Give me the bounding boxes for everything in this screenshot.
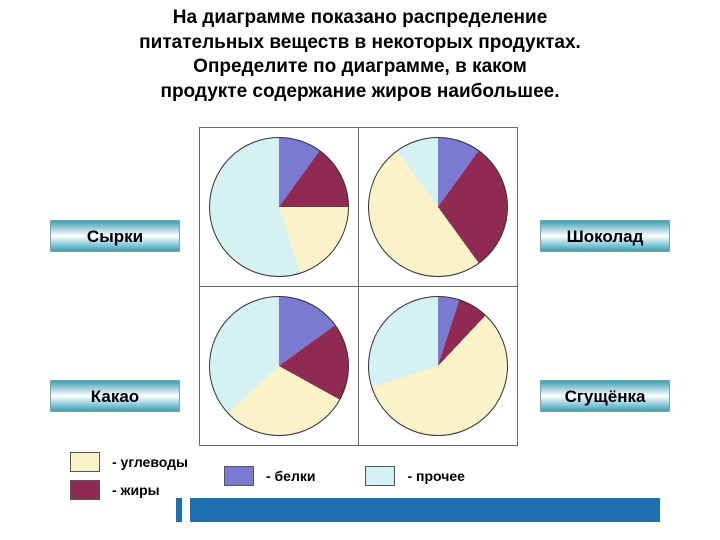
pie-chart [209, 296, 349, 436]
legend: - углеводы - жиры - белки - прочее [70, 452, 501, 500]
pie-cell-top-left [199, 127, 359, 287]
swatch-other [365, 466, 395, 486]
product-label-bottom-left: Какао [50, 380, 180, 412]
pie-cell-bottom-right [358, 286, 518, 446]
footer-bar [190, 498, 660, 522]
legend-item-carbs: - углеводы [70, 452, 188, 472]
swatch-carbs [70, 452, 100, 472]
pie-grid [200, 128, 520, 446]
pie-chart [368, 137, 508, 277]
title-line: На диаграмме показано распределение [40, 6, 680, 31]
page-title: На диаграмме показано распределение пита… [0, 0, 720, 105]
product-label-bottom-right: Сгущёнка [540, 380, 670, 412]
legend-label: - прочее [407, 468, 464, 484]
pie-cell-top-right [358, 127, 518, 287]
legend-item-protein: - белки [224, 466, 316, 486]
product-label-top-right: Шоколад [540, 220, 670, 252]
title-line: питательных веществ в некоторых продукта… [40, 31, 680, 56]
pie-chart [209, 137, 349, 277]
legend-item-fat: - жиры [70, 480, 188, 500]
pie-chart [368, 296, 508, 436]
pie-cell-bottom-left [199, 286, 359, 446]
legend-label: - белки [266, 468, 316, 484]
legend-label: - углеводы [112, 454, 188, 470]
title-line: продукте содержание жиров наибольшее. [40, 80, 680, 105]
swatch-protein [224, 466, 254, 486]
title-line: Определите по диаграмме, в каком [40, 55, 680, 80]
legend-label: - жиры [112, 482, 160, 498]
swatch-fat [70, 480, 100, 500]
legend-item-other: - прочее [365, 466, 464, 486]
product-label-top-left: Сырки [50, 220, 180, 252]
